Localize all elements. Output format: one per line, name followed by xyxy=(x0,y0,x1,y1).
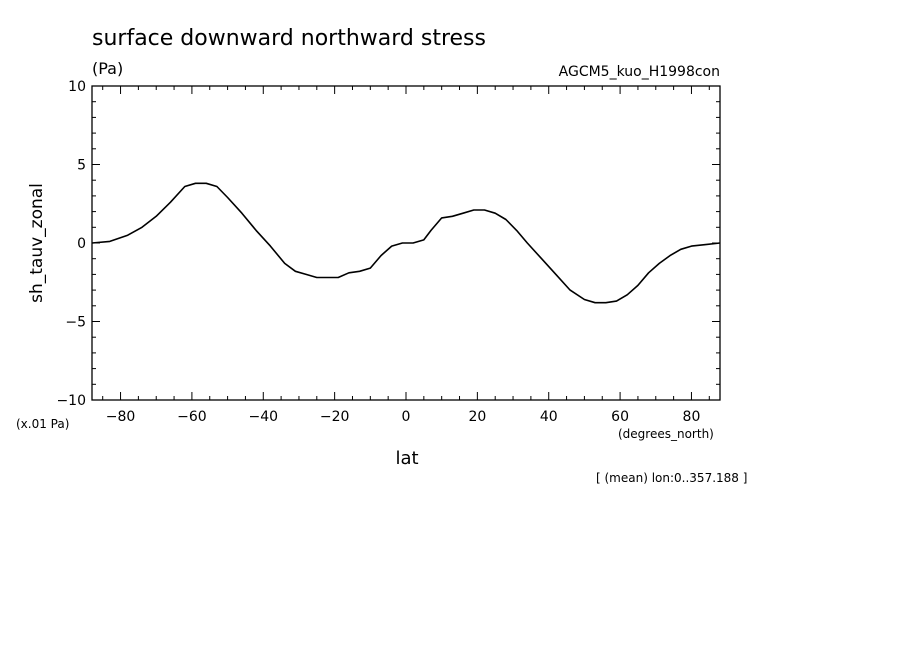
x-tick-label: 60 xyxy=(611,409,629,425)
x-tick-label: −80 xyxy=(106,409,136,425)
series-group xyxy=(91,182,721,304)
x-tick-label: 0 xyxy=(402,409,411,425)
x-tick-label: −40 xyxy=(248,409,278,425)
y-tick-label: 10 xyxy=(68,79,86,95)
y-tick-label: 0 xyxy=(77,236,86,252)
y-axis-ticks: −10 −5 0 5 10 xyxy=(56,79,720,409)
footnote: [ (mean) lon:0..357.188 ] xyxy=(596,471,747,485)
x-tick-label: −20 xyxy=(320,409,350,425)
run-label: AGCM5_kuo_H1998con xyxy=(559,64,720,80)
x-axis-units: (degrees_north) xyxy=(618,427,714,441)
y-tick-label: −5 xyxy=(65,315,86,331)
chart-title: surface downward northward stress xyxy=(92,26,486,51)
x-tick-label: 80 xyxy=(683,409,701,425)
y-tick-label: 5 xyxy=(77,158,86,174)
x-axis-ticks: −80 −60 −40 −20 0 20 40 60 80 xyxy=(102,86,710,425)
x-tick-label: 20 xyxy=(468,409,486,425)
x-axis-label: lat xyxy=(395,448,418,469)
x-tick-label: 40 xyxy=(540,409,558,425)
plot-area: −80 −60 −40 −20 0 20 40 60 80 −10 −5 0 5 10 xyxy=(56,79,721,425)
x-tick-label: −60 xyxy=(177,409,207,425)
series-line xyxy=(91,182,721,304)
chart-units: (Pa) xyxy=(92,59,123,78)
y-scale-note: (x.01 Pa) xyxy=(16,417,69,431)
y-tick-label: −10 xyxy=(56,393,86,409)
y-axis-label: sh_tauv_zonal xyxy=(27,183,47,303)
